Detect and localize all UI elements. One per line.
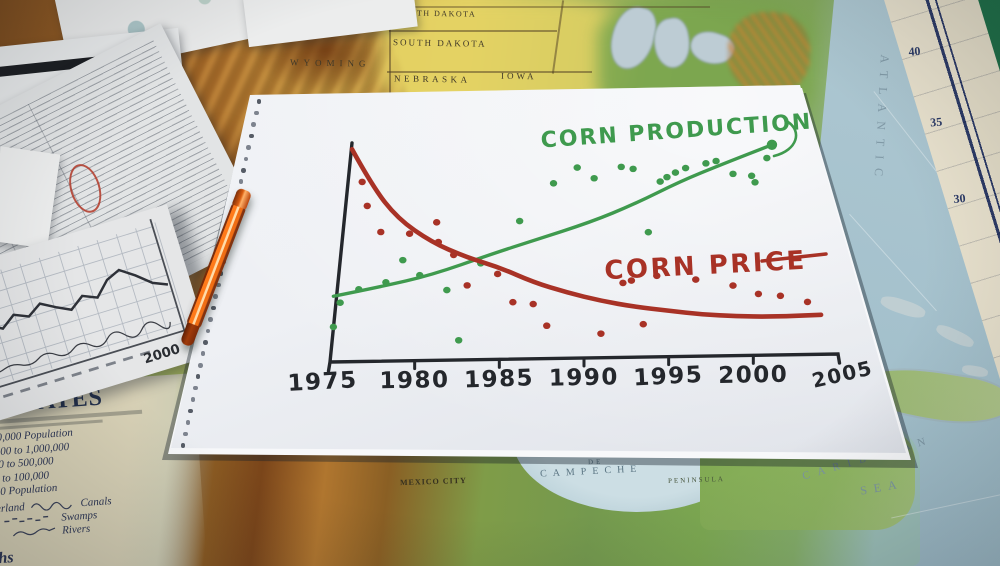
latitude-label-40: 40: [907, 43, 922, 59]
map-legend: D STATES 000,000 Population 0,000 to 1,0…: [0, 373, 209, 566]
swamp-symbol: [4, 515, 49, 523]
state-border-line: [387, 71, 592, 73]
latitude-label-30: 30: [952, 190, 967, 206]
mini-chart-year-label: 2000: [142, 342, 182, 367]
mini-line-chart: 2000: [0, 218, 189, 398]
legend-feature-right-label: Rivers: [61, 522, 91, 537]
canada-border-line: [380, 6, 710, 8]
map-label-south-dakota: SOUTH DAKOTA: [392, 37, 487, 49]
appalachian-mountains-terrain: [728, 12, 810, 94]
map-label-wyoming: WYOMING: [289, 57, 371, 69]
legend-feature-right-label: Canals: [80, 494, 113, 509]
legend-feature-right-label: Swamps: [60, 508, 98, 524]
map-label-iowa: IOWA: [500, 70, 537, 82]
state-border-line: [389, 0, 391, 96]
state-border-line: [389, 30, 557, 32]
map-label-nebraska: NEBRASKA: [393, 73, 471, 85]
legend-feature-left-label: derland: [0, 500, 26, 516]
canal-symbol: [31, 501, 73, 511]
line-chart-printout: 2000: [0, 204, 213, 424]
river-symbol: [12, 527, 56, 537]
latitude-label-35: 35: [929, 114, 943, 130]
